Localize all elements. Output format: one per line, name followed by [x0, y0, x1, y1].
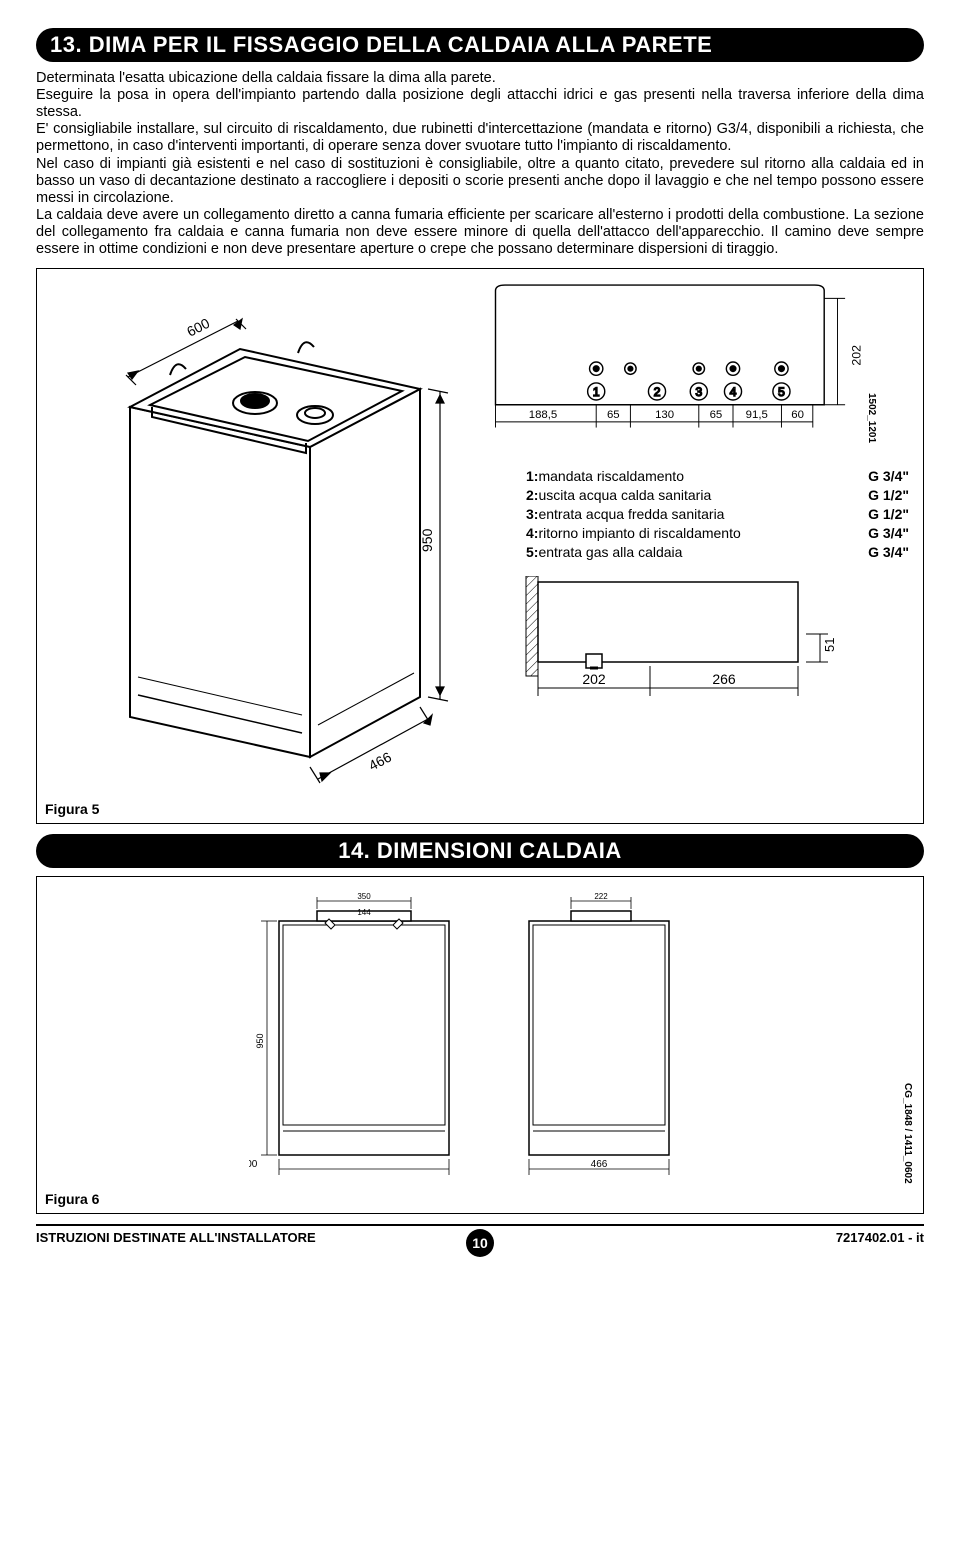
page-number: 10 — [466, 1229, 494, 1257]
svg-text:130: 130 — [655, 409, 674, 421]
dim-950: 950 — [419, 529, 435, 553]
svg-text:1: 1 — [593, 385, 600, 399]
svg-text:5: 5 — [778, 385, 785, 399]
footer-left-text: ISTRUZIONI DESTINATE ALL'INSTALLATORE — [36, 1230, 316, 1245]
svg-text:266: 266 — [712, 671, 736, 687]
figure-5-label: Figura 5 — [45, 801, 915, 817]
boiler-isometric-icon: 600 950 — [60, 277, 460, 797]
boiler-side-view-icon: 222 466 — [509, 893, 699, 1183]
boiler-front-view-icon: 350 144 600 950 — [249, 893, 479, 1183]
section-14-header: 14. DIMENSIONI CALDAIA — [36, 834, 924, 868]
svg-text:65: 65 — [607, 409, 620, 421]
svg-text:202: 202 — [849, 345, 863, 366]
template-ref-label: 1502_1201 — [866, 393, 877, 443]
footer-right-text: 7217402.01 - it — [836, 1230, 924, 1245]
svg-text:466: 466 — [590, 1159, 607, 1170]
connections-legend: 1: mandata riscaldamentoG 3/4"2: uscita … — [486, 457, 915, 565]
svg-text:202: 202 — [582, 671, 606, 687]
figure-5-box: 600 950 — [36, 268, 924, 824]
svg-text:51: 51 — [822, 637, 837, 651]
section-13-body: Determinata l'esatta ubicazione della ca… — [36, 70, 924, 258]
svg-text:144: 144 — [357, 908, 371, 917]
template-connections-icon: 1 2 3 4 5 — [486, 277, 866, 447]
svg-text:91,5: 91,5 — [746, 409, 768, 421]
svg-text:222: 222 — [594, 893, 608, 901]
boiler-bottom-schematic-icon: 51 202 266 — [486, 576, 866, 706]
svg-text:3: 3 — [695, 385, 702, 399]
spacing-1: 188,5 — [529, 409, 558, 421]
figure-6-label: Figura 6 — [45, 1191, 915, 1207]
svg-text:60: 60 — [791, 409, 804, 421]
svg-text:2: 2 — [654, 385, 661, 399]
figure-6-box: 350 144 600 950 — [36, 876, 924, 1214]
dim-front-width: 600 — [249, 1159, 258, 1170]
figure6-ref-label: CG_1848 / 1411_0602 — [902, 1083, 913, 1184]
dim-466: 466 — [365, 749, 393, 774]
svg-text:350: 350 — [357, 893, 371, 901]
svg-text:65: 65 — [710, 409, 723, 421]
svg-text:4: 4 — [730, 385, 737, 399]
section-13-header: 13. DIMA PER IL FISSAGGIO DELLA CALDAIA … — [36, 28, 924, 62]
svg-text:950: 950 — [255, 1034, 265, 1049]
